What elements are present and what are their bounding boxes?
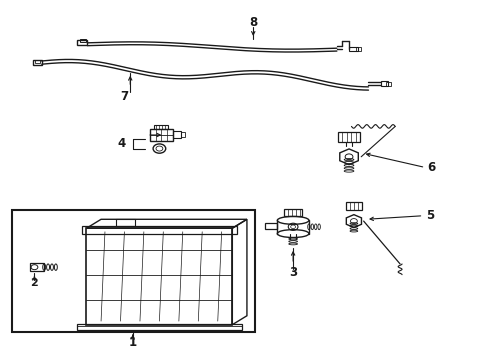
Bar [77, 40, 87, 45]
Text: 7: 7 [120, 90, 128, 103]
Bar [338, 132, 359, 143]
Text: 1: 1 [128, 336, 137, 349]
Bar [86, 228, 232, 325]
Bar [356, 48, 361, 51]
Text: 6: 6 [427, 161, 435, 174]
Bar [116, 219, 135, 226]
Text: 2: 2 [31, 278, 38, 288]
Text: 4: 4 [118, 137, 126, 150]
Bar [35, 60, 40, 63]
Bar [173, 131, 181, 138]
Bar [380, 81, 387, 86]
Bar [346, 202, 361, 210]
Bar [30, 263, 44, 271]
Bar [386, 82, 390, 86]
Bar [33, 60, 41, 65]
Text: 8: 8 [248, 16, 257, 29]
Bar [12, 210, 255, 332]
Bar [284, 208, 301, 216]
Bar [153, 125, 168, 129]
Bar [149, 129, 173, 141]
Bar [77, 324, 242, 330]
Bar [348, 47, 357, 51]
Bar [80, 39, 86, 42]
Text: 5: 5 [425, 209, 433, 222]
Bar [181, 132, 184, 137]
Bar [264, 222, 277, 229]
Text: 3: 3 [288, 266, 297, 279]
Bar [81, 226, 237, 234]
